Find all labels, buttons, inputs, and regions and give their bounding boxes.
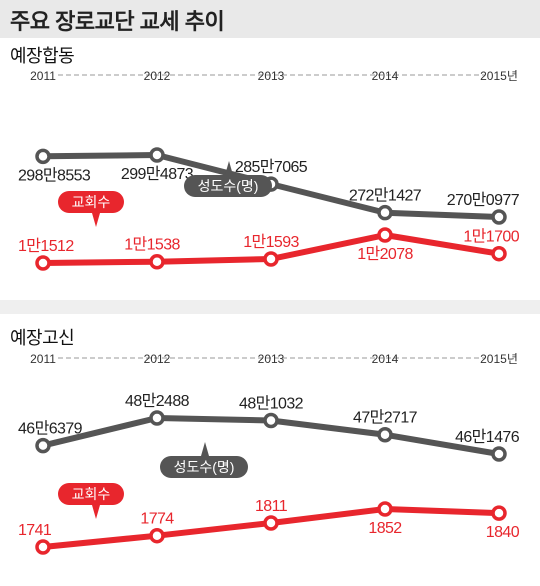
- tick-label: 2014: [372, 352, 399, 366]
- data-label: 1만1593: [243, 233, 299, 251]
- legend-pill-tail: [225, 161, 233, 175]
- chart-title-kosin: 예장고신: [10, 328, 75, 348]
- data-point: [35, 148, 51, 165]
- legend-pill-tail: [92, 505, 100, 519]
- data-label: 47만2717: [353, 409, 418, 427]
- tick-label: 2012: [144, 69, 171, 83]
- page-title: 주요 장로교단 교세 추이: [10, 9, 225, 34]
- data-label: 1만1700: [463, 228, 519, 246]
- data-label: 298만8553: [18, 166, 91, 184]
- chart-hapdong: 2011 2012 2013 2014 2015년 298만8553 299만4873 285…: [18, 69, 520, 271]
- data-point: [491, 245, 507, 262]
- data-point: [35, 437, 51, 454]
- data-point: [491, 446, 507, 462]
- data-label: 48만2488: [125, 392, 190, 410]
- section-divider: [0, 300, 540, 314]
- data-label: 1840: [486, 524, 520, 541]
- tick-label: 2013: [258, 69, 285, 83]
- data-point: [491, 209, 507, 225]
- data-point: [149, 410, 165, 426]
- chart-kosin: 2011 2012 2013 2014 2015년 46만6379 48만2488 48만10…: [18, 352, 520, 555]
- data-label: 1741: [18, 522, 52, 539]
- data-label: 270만0977: [447, 191, 520, 209]
- data-point: [149, 527, 165, 544]
- legend-pill-tail: [92, 213, 100, 227]
- data-label: 1811: [255, 498, 288, 515]
- tick-label: 2015년: [480, 69, 518, 83]
- data-label: 1만1538: [124, 236, 180, 254]
- data-label: 285만7065: [235, 158, 308, 176]
- data-label: 46만1476: [455, 428, 520, 446]
- data-point: [377, 426, 393, 443]
- data-label: 272만1427: [349, 187, 422, 205]
- chart-title-hapdong: 예장합동: [10, 46, 75, 66]
- data-point: [35, 539, 51, 555]
- panel-kosin: 예장고신 2011 2012 2013 2014 2015년 46만6379 48만2488…: [0, 314, 540, 586]
- data-label: 299만4873: [121, 165, 194, 183]
- tick-label: 2012: [144, 352, 171, 366]
- data-point: [35, 255, 51, 271]
- data-point: [149, 147, 165, 163]
- legend-pill: [160, 456, 248, 478]
- data-label: 1만1512: [18, 237, 74, 255]
- data-point: [263, 515, 279, 531]
- legend-pill: [58, 483, 124, 505]
- legend-label: 성도수(명): [174, 459, 235, 475]
- tick-label: 2011: [30, 69, 56, 83]
- tick-label: 2014: [372, 69, 399, 83]
- data-point: [149, 253, 165, 270]
- legend-pill-tail: [201, 442, 209, 456]
- legend-label: 성도수(명): [198, 178, 259, 194]
- header-band: [0, 0, 540, 38]
- data-label: 1774: [140, 511, 174, 528]
- data-label: 48만1032: [239, 394, 304, 412]
- data-point: [377, 204, 393, 221]
- data-label: 46만6379: [18, 420, 83, 438]
- legend-pill: [184, 175, 272, 197]
- panel-hapdong: 예장합동 2011 2012 2013 2014 2015년 298만8553 299만48…: [0, 38, 540, 310]
- tick-label: 2011: [30, 352, 56, 366]
- data-point: [263, 251, 279, 267]
- legend-label: 교회수: [72, 486, 111, 502]
- data-point: [263, 412, 279, 429]
- legend-label: 교회수: [72, 194, 111, 210]
- data-label: 1852: [368, 520, 402, 537]
- data-point: [377, 501, 393, 517]
- tick-label: 2015년: [480, 352, 518, 366]
- legend-pill: [58, 191, 124, 213]
- tick-label: 2013: [258, 352, 285, 366]
- data-point: [377, 227, 393, 243]
- data-label: 1만2078: [357, 245, 413, 263]
- data-point: [491, 505, 507, 521]
